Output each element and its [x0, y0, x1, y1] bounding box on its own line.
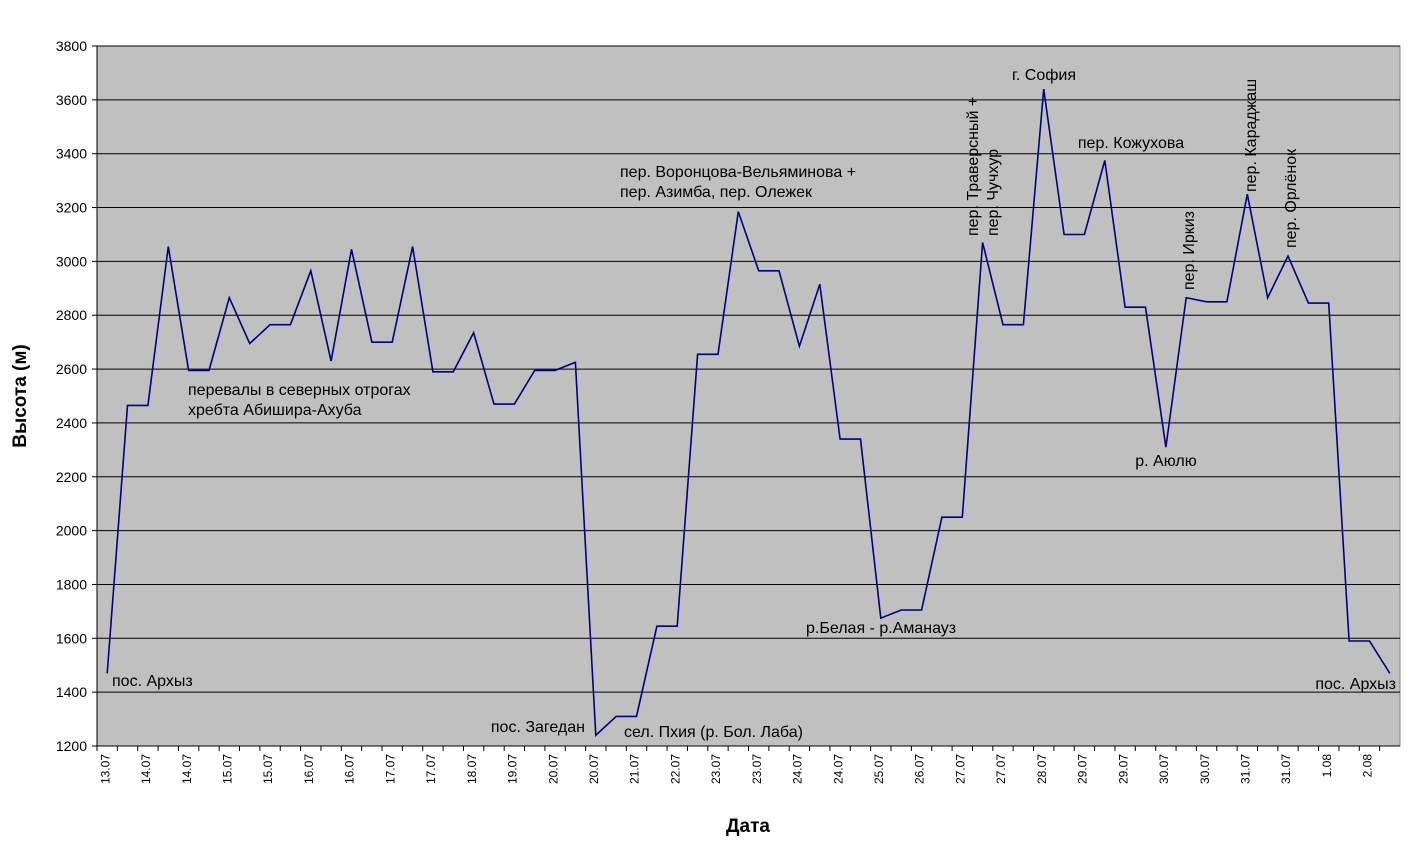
annotation: пер. Траверсный + пер. Чучхур [965, 97, 1002, 236]
x-tick-label: 29.07 [1076, 754, 1090, 784]
x-tick-label: 27.07 [994, 754, 1008, 784]
annotation-text: г. София [1012, 67, 1076, 84]
x-tick-label: 15.07 [221, 754, 235, 784]
annotation-text: пос. Архыз [112, 673, 193, 690]
annotation-text: пер. Орлёнок [1283, 148, 1300, 248]
y-tick-label: 2000 [56, 523, 87, 539]
x-tick-label: 14.07 [139, 754, 153, 784]
y-tick-label: 2200 [56, 469, 87, 485]
annotation: пос. Архыз [1315, 676, 1396, 693]
x-tick-label: 31.07 [1279, 754, 1293, 784]
x-tick-label: 19.07 [506, 754, 520, 784]
x-tick-label: 1.08 [1320, 754, 1334, 778]
x-tick-label: 30.07 [1198, 754, 1212, 784]
y-tick-label: 1400 [56, 684, 87, 700]
y-tick-label: 3200 [56, 200, 87, 216]
annotation: р. Аюлю [1135, 453, 1196, 470]
plot-area [96, 45, 1401, 747]
x-tick-label: 18.07 [465, 754, 479, 784]
annotation: пер. Караджаш [1243, 79, 1260, 192]
x-tick-label: 29.07 [1116, 754, 1130, 784]
annotation-text: пос. Загедан [491, 719, 585, 736]
x-tick-label: 22.07 [668, 754, 682, 784]
x-tick-label: 2.08 [1361, 754, 1375, 778]
x-tick-label: 23.07 [750, 754, 764, 784]
x-tick-label: 31.07 [1239, 754, 1253, 784]
x-tick-label: 24.07 [791, 754, 805, 784]
y-axis-label: Высота (м) [10, 344, 31, 448]
y-tick-label: 2600 [56, 361, 87, 377]
y-tick-label: 1600 [56, 630, 87, 646]
line-series [106, 88, 1391, 737]
x-tick-label: 28.07 [1035, 754, 1049, 784]
y-tick-label: 3000 [56, 253, 87, 269]
annotation-text: пер. Кожухова [1078, 135, 1184, 152]
annotation-text: сел. Пхия (р. Бол. Лаба) [624, 724, 803, 741]
x-tick-label: 25.07 [872, 754, 886, 784]
annotation: пер. Орлёнок [1283, 148, 1300, 248]
annotation: г. София [1012, 67, 1076, 84]
annotation-text: перевалы в северных отрогах [188, 382, 411, 399]
x-tick-label: 26.07 [913, 754, 927, 784]
annotation-text: р.Белая - р.Аманауз [806, 620, 956, 637]
x-tick-label: 20.07 [587, 754, 601, 784]
x-tick-label: 16.07 [343, 754, 357, 784]
y-tick-label: 3400 [56, 146, 87, 162]
annotation: пер. Воронцова-Вельяминова + пер. Азимба,… [620, 164, 856, 201]
y-tick-label: 2400 [56, 415, 87, 431]
annotation-text: пер. Чучхур [985, 149, 1002, 236]
annotation: пос. Архыз [112, 673, 193, 690]
annotation: сел. Пхия (р. Бол. Лаба) [624, 724, 803, 741]
y-tick-label: 3800 [56, 38, 87, 54]
annotation-text: р. Аюлю [1135, 453, 1196, 470]
x-tick-label: 16.07 [302, 754, 316, 784]
x-tick-label: 13.07 [98, 754, 112, 784]
annotation-text: пер. Траверсный + [965, 97, 982, 236]
annotation-text: пер. Азимба, пер. Олежек [620, 184, 813, 201]
annotation-text: пер. Караджаш [1243, 79, 1260, 192]
x-tick-label: 17.07 [383, 754, 397, 784]
annotation: пер. Кожухова [1078, 135, 1184, 152]
annotation: р.Белая - р.Аманауз [806, 620, 956, 637]
x-tick-label: 27.07 [953, 754, 967, 784]
x-tick-label: 15.07 [261, 754, 275, 784]
x-tick-label: 30.07 [1157, 754, 1171, 784]
x-tick-label: 17.07 [424, 754, 438, 784]
y-tick-label: 1800 [56, 576, 87, 592]
y-tick-label: 2800 [56, 307, 87, 323]
x-tick-label: 23.07 [709, 754, 723, 784]
annotation: пос. Загедан [491, 719, 585, 736]
x-axis-label: Дата [726, 816, 770, 837]
x-tick-label: 21.07 [628, 754, 642, 784]
x-tick-label: 24.07 [831, 754, 845, 784]
annotation-text: пер. Воронцова-Вельяминова + [620, 164, 856, 181]
annotation: пер. Иркиз [1181, 211, 1198, 290]
annotation-text: хребта Абишира-Ахуба [188, 402, 362, 419]
x-tick-label: 20.07 [546, 754, 560, 784]
annotation-text: пос. Архыз [1315, 676, 1396, 693]
x-tick-label: 14.07 [180, 754, 194, 784]
y-tick-label: 3600 [56, 92, 87, 108]
annotation: перевалы в северных отрогах хребта Абишир… [188, 382, 411, 419]
y-tick-label: 1200 [56, 738, 87, 754]
annotation-text: пер. Иркиз [1181, 211, 1198, 290]
